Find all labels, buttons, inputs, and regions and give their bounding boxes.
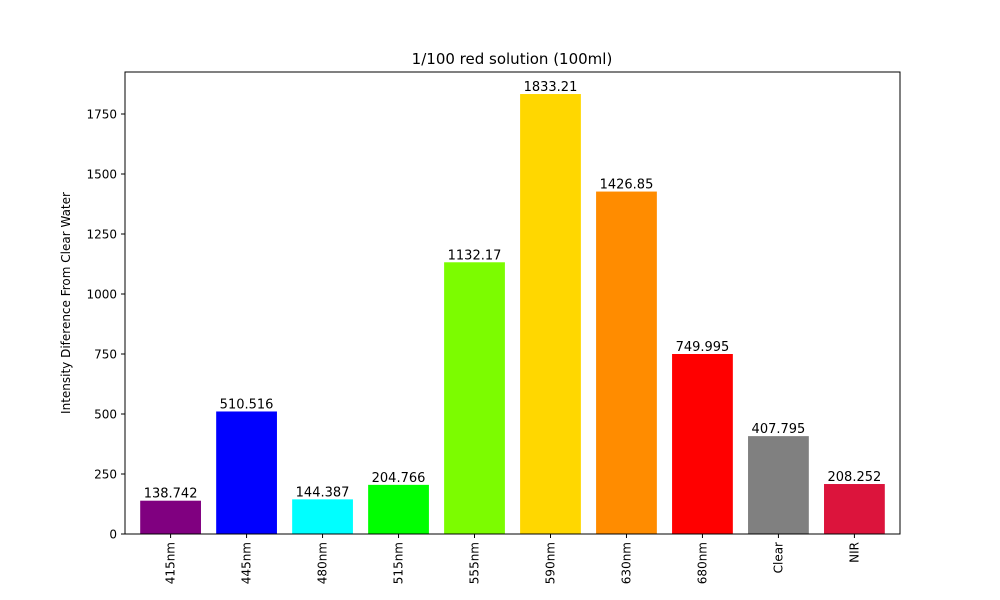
y-tick-label: 1250 — [86, 228, 117, 242]
x-tick-label: 445nm — [240, 542, 254, 584]
data-label: 407.795 — [752, 422, 806, 437]
y-tick-label: 1000 — [86, 288, 117, 302]
data-label: 1833.21 — [524, 80, 578, 95]
plot-frame — [124, 71, 901, 535]
bar-555nm — [444, 262, 505, 534]
y-tick-label: 0 — [109, 528, 117, 542]
x-tick-label: 680nm — [695, 542, 709, 584]
data-label: 1132.17 — [448, 248, 502, 263]
x-tick-label: 630nm — [619, 542, 633, 584]
bar-630nm — [596, 191, 657, 534]
bar-445nm — [216, 411, 277, 534]
y-tick-label: 1750 — [86, 108, 117, 122]
x-tick-label: 415nm — [164, 542, 178, 584]
bar-680nm — [672, 354, 733, 534]
y-tick-label: 1500 — [86, 168, 117, 182]
y-tick-label: 500 — [94, 408, 117, 422]
data-label: 1426.85 — [600, 178, 654, 193]
data-label: 204.766 — [372, 471, 426, 486]
bar-590nm — [520, 94, 581, 534]
chart-title: 1/100 red solution (100ml) — [412, 50, 613, 68]
y-tick-label: 750 — [94, 348, 117, 362]
bar-clear — [748, 436, 809, 534]
y-axis-label: Intensity Diference From Clear Water — [59, 192, 73, 414]
x-tick-label: 555nm — [468, 542, 482, 584]
x-tick-label: 515nm — [392, 542, 406, 584]
data-label: 208.252 — [828, 470, 882, 485]
x-tick-label: 590nm — [543, 542, 557, 584]
x-tick-label: NIR — [847, 542, 861, 563]
x-tick-label: Clear — [771, 542, 785, 573]
bar-515nm — [368, 484, 429, 534]
y-tick-label: 250 — [94, 468, 117, 482]
plot-area: 138.742 510.516 144.387 204.766 1132.17 1833.… — [86, 71, 901, 584]
bar-nir — [824, 484, 885, 534]
data-label: 510.516 — [220, 397, 274, 412]
bar-415nm — [140, 500, 201, 534]
data-label: 138.742 — [144, 487, 198, 502]
data-label: 144.387 — [296, 485, 350, 500]
bar-480nm — [292, 499, 353, 534]
data-label: 749.995 — [676, 340, 730, 355]
x-tick-label: 480nm — [316, 542, 330, 584]
